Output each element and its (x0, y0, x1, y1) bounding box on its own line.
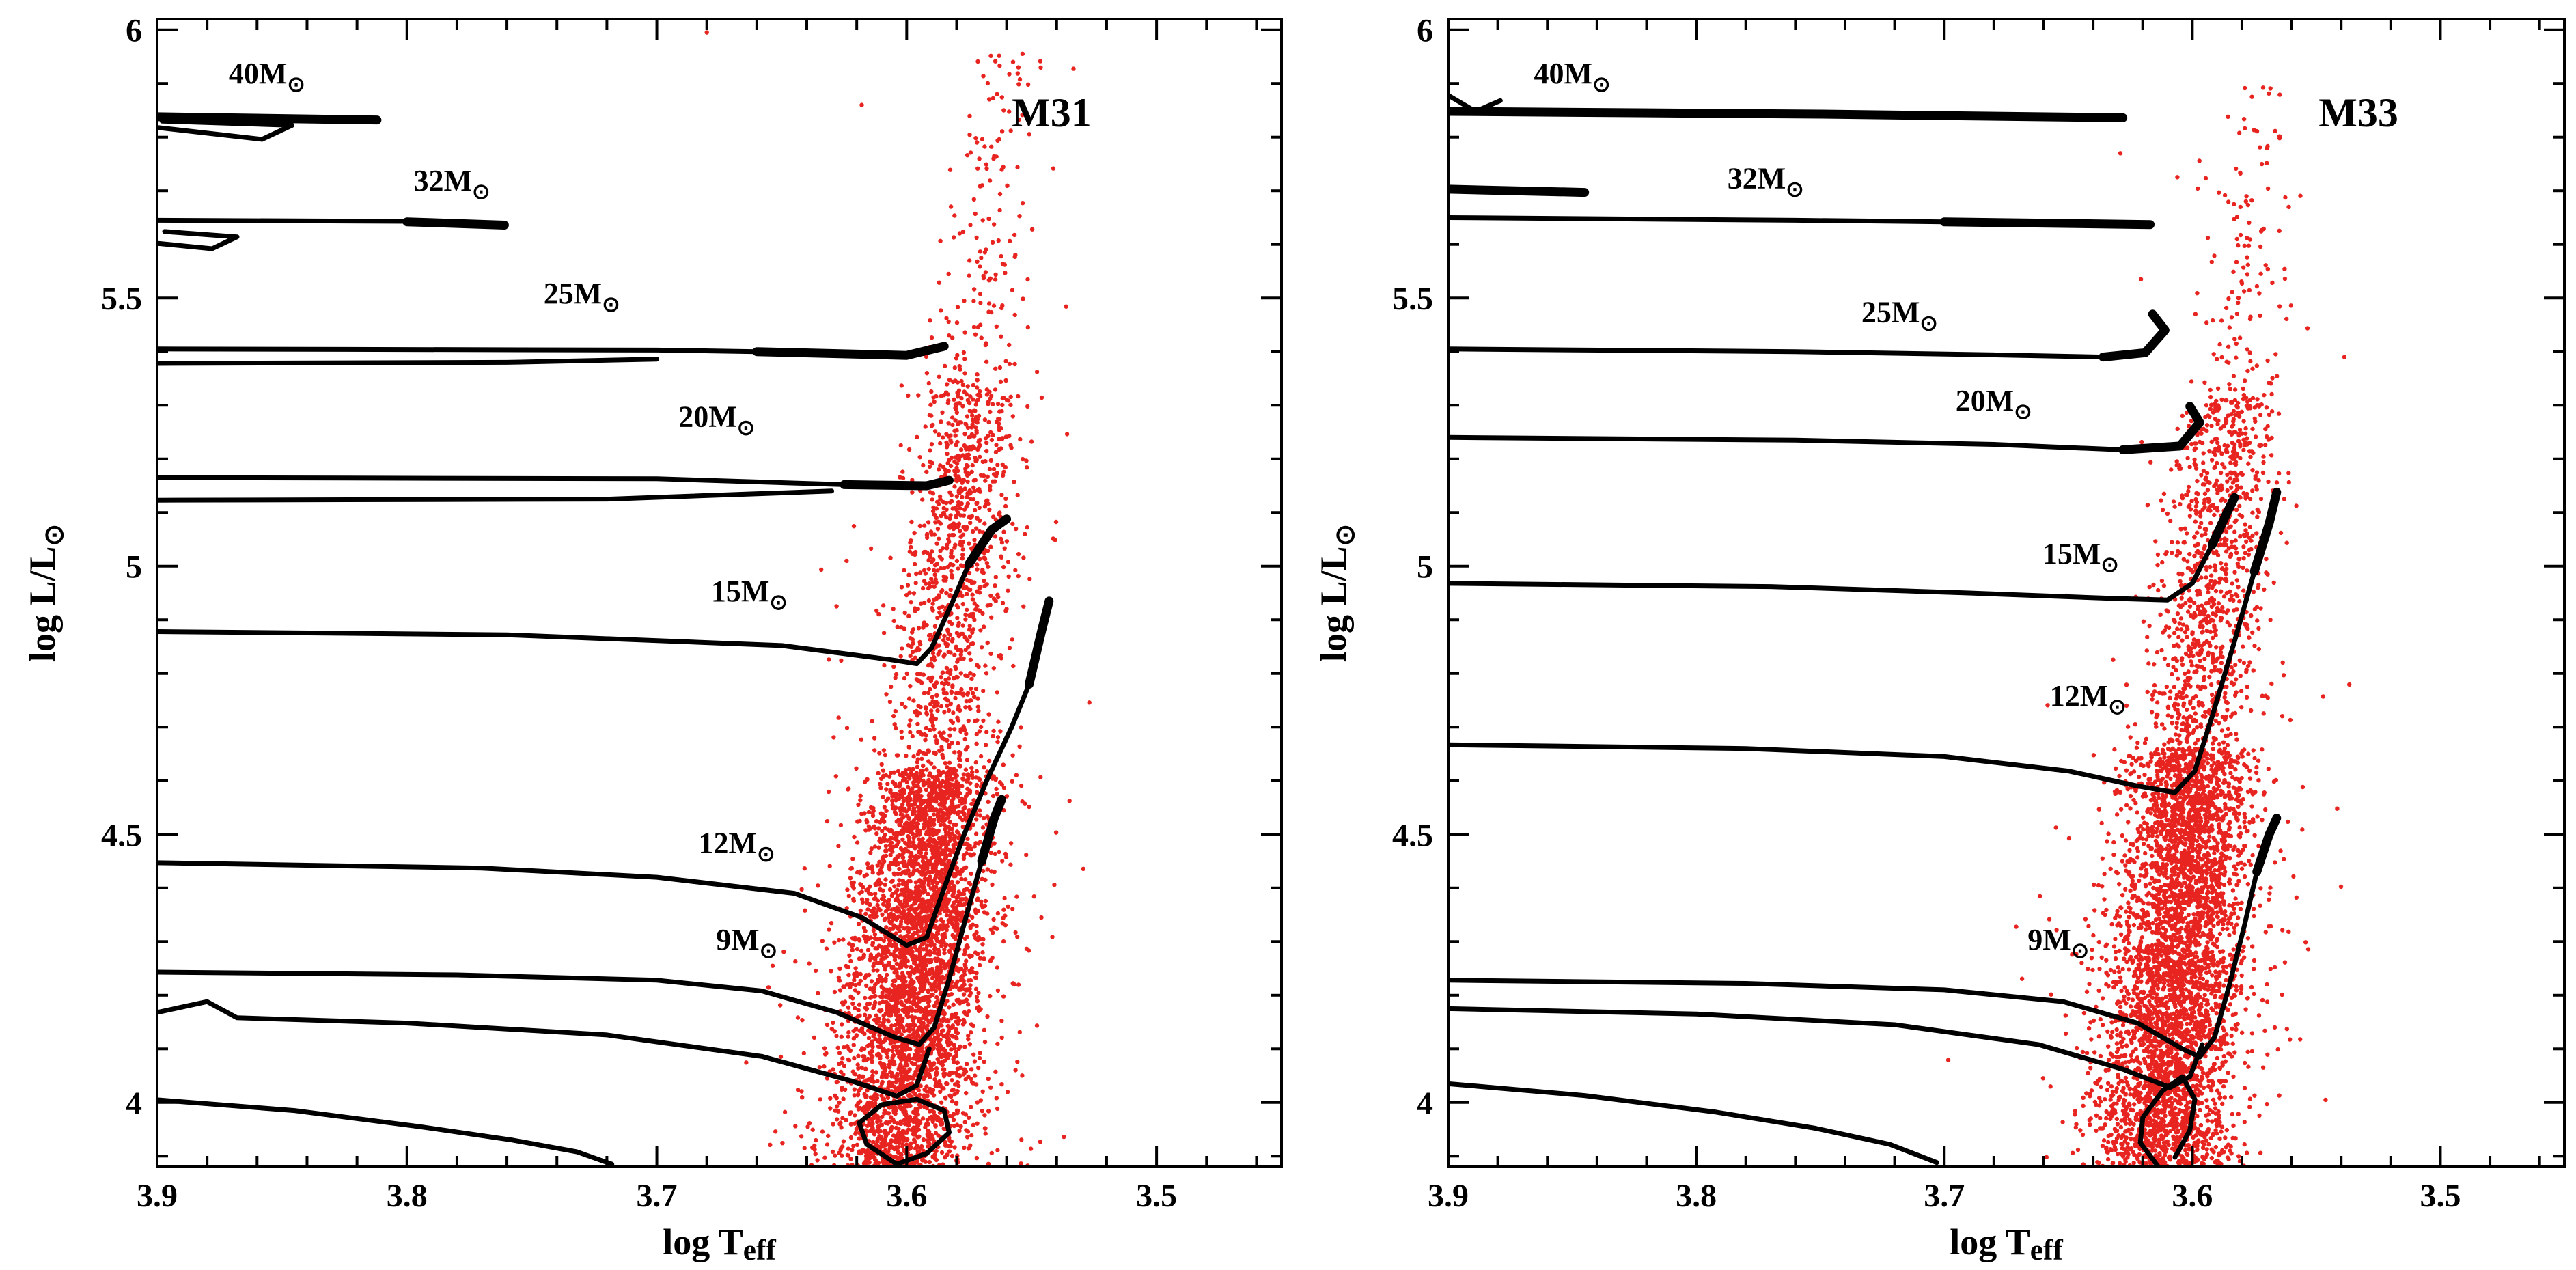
y-tick-label: 5.5 (101, 281, 142, 317)
track-12msun-thick (2249, 487, 2282, 577)
track-20msun-thick (2118, 402, 2204, 454)
x-axis-title: log Teff (1950, 1221, 2063, 1267)
x-tick-label: 3.9 (1428, 1178, 1469, 1214)
track-25msun-thick (752, 342, 949, 360)
track-15msun-label: 15M⊙ (2042, 537, 2119, 577)
track-9msun-thick (977, 795, 1006, 866)
track-unlabeled-1 (157, 1097, 615, 1167)
track-25msun-label: 25M⊙ (544, 277, 620, 316)
track-20msun (157, 475, 847, 487)
rsg-scatter (1945, 85, 2352, 1167)
track-9msun (157, 859, 984, 1047)
track-unlabeled-2 (2137, 1074, 2198, 1167)
panel-title-m33: M33 (2318, 90, 2398, 135)
track-32msun-label: 32M⊙ (1728, 161, 1804, 201)
track-40msun-label: 40M⊙ (229, 57, 305, 96)
track-32msun (1448, 215, 1947, 225)
track-12msun (1448, 569, 2257, 795)
panel-title-m31: M31 (1012, 90, 1092, 135)
track-9msun-thick (2252, 814, 2282, 876)
track-32msun-label: 32M⊙ (414, 164, 490, 204)
track-40msun-label: 40M⊙ (1534, 57, 1611, 96)
track-40msun-thick (1448, 107, 2128, 122)
track-32msun (157, 217, 410, 224)
track-unlabeled-0 (157, 999, 932, 1099)
x-tick-label: 3.9 (137, 1178, 178, 1214)
y-tick-label: 4.5 (1392, 817, 1433, 853)
y-tick-label: 4.5 (101, 817, 142, 853)
track-unlabeled-1 (1448, 1081, 1939, 1165)
track-40msun-thick (157, 112, 382, 125)
x-tick-label: 3.8 (1676, 1178, 1717, 1214)
y-tick-label: 5 (126, 549, 142, 585)
track-12msun-label: 12M⊙ (2050, 679, 2127, 719)
track-40msun (157, 118, 294, 142)
track-9msun (1448, 869, 2260, 1060)
axis-ticks (156, 19, 1282, 1167)
track-15msun-thick (2207, 493, 2239, 549)
track-20msun (1448, 434, 2126, 452)
track-20msun-label: 20M⊙ (1956, 384, 2032, 424)
track-15msun-thick (965, 514, 1012, 568)
track-20msun-label: 20M⊙ (678, 400, 755, 440)
track-25msun (1448, 346, 2106, 360)
track-12msun-label: 12M⊙ (699, 827, 775, 866)
y-axis-title: log L/L⊙ (1313, 524, 1360, 662)
track-9msun-label: 9M⊙ (716, 923, 777, 963)
axis-ticks (1447, 19, 2564, 1167)
y-tick-label: 5 (1417, 549, 1433, 585)
track-unlabeled-2 (857, 1096, 952, 1167)
track-32msun-thick (1939, 217, 2155, 230)
track-15msun (1448, 542, 2215, 603)
panel-m33: 40M⊙ 32M⊙ 25M⊙ 20M⊙ 15M⊙ 12M⊙ 9M⊙ 3.5 3.6 3.7 3.8 3… (1313, 13, 2566, 1267)
track-32msun-thick (402, 217, 509, 230)
track-9msun-label: 9M⊙ (2027, 923, 2089, 963)
track-25msun (157, 357, 660, 366)
panel-m31: 40M⊙ 32M⊙ 25M⊙ 20M⊙ 15M⊙ 12M⊙ 9M⊙ 3.5 3.6 3.7 3.8 3… (22, 13, 1283, 1267)
x-tick-label: 3.6 (886, 1178, 927, 1214)
track-20msun (157, 488, 835, 503)
x-tick-label: 3.7 (637, 1178, 678, 1214)
track-15msun-label: 15M⊙ (711, 575, 788, 614)
x-tick-label: 3.5 (2420, 1178, 2461, 1214)
y-tick-label: 4 (1417, 1086, 1433, 1122)
rsg-scatter (704, 30, 1092, 1167)
y-tick-label: 4 (126, 1086, 142, 1122)
axes-frame (156, 18, 1283, 1168)
track-25msun-thick (2099, 309, 2170, 362)
track-15msun (157, 561, 972, 667)
track-25msun (157, 346, 760, 355)
x-tick-label: 3.8 (387, 1178, 428, 1214)
x-tick-label: 3.5 (1136, 1178, 1177, 1214)
y-tick-label: 5.5 (1392, 281, 1433, 317)
axes-frame (1447, 18, 2566, 1168)
y-tick-label: 6 (126, 13, 142, 49)
x-axis-title: log Teff (663, 1221, 776, 1267)
y-tick-label: 6 (1417, 13, 1433, 49)
track-32msun (157, 229, 240, 251)
track-unlabeled-0 (1448, 1006, 2205, 1090)
y-axis-title: log L/L⊙ (22, 524, 69, 662)
track-12msun (157, 682, 1032, 948)
track-40msun-thick (1448, 184, 1590, 197)
x-tick-label: 3.6 (2172, 1178, 2213, 1214)
track-25msun-label: 25M⊙ (1861, 296, 1938, 335)
x-tick-label: 3.7 (1924, 1178, 1965, 1214)
track-20msun-thick (840, 475, 954, 491)
track-12msun-thick (1025, 596, 1054, 689)
